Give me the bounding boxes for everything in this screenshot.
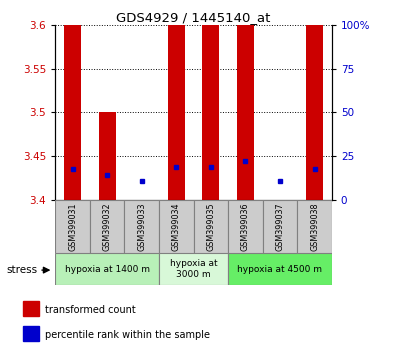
Text: percentile rank within the sample: percentile rank within the sample (45, 330, 210, 339)
Bar (159, 200, 194, 253)
Text: transformed count: transformed count (45, 305, 135, 315)
Text: hypoxia at 1400 m: hypoxia at 1400 m (65, 264, 150, 274)
Bar (23, 301, 39, 316)
Bar (194, 200, 228, 253)
Bar (55, 253, 159, 285)
Bar (64, 25, 81, 200)
Text: GSM399037: GSM399037 (275, 202, 284, 251)
Bar (55, 200, 90, 253)
Bar (228, 253, 332, 285)
Title: GDS4929 / 1445140_at: GDS4929 / 1445140_at (117, 11, 271, 24)
Bar (23, 326, 39, 341)
Bar (237, 25, 254, 200)
Bar (124, 200, 159, 253)
Text: GSM399032: GSM399032 (103, 202, 112, 251)
Bar (167, 25, 185, 200)
Bar (159, 253, 228, 285)
Bar (202, 25, 220, 200)
Bar (90, 200, 124, 253)
Text: GSM399031: GSM399031 (68, 202, 77, 251)
Text: GSM399038: GSM399038 (310, 202, 319, 251)
Bar (297, 200, 332, 253)
Bar (271, 200, 289, 202)
Bar (228, 200, 263, 253)
Text: GSM399034: GSM399034 (172, 202, 181, 251)
Bar (306, 25, 323, 200)
Text: GSM399033: GSM399033 (137, 202, 146, 251)
Text: GSM399035: GSM399035 (206, 202, 215, 251)
Bar (263, 200, 297, 253)
Bar (133, 200, 150, 202)
Bar (98, 112, 116, 200)
Text: hypoxia at
3000 m: hypoxia at 3000 m (170, 259, 217, 279)
Text: GSM399036: GSM399036 (241, 202, 250, 251)
Text: stress: stress (6, 265, 37, 275)
Text: hypoxia at 4500 m: hypoxia at 4500 m (237, 264, 322, 274)
